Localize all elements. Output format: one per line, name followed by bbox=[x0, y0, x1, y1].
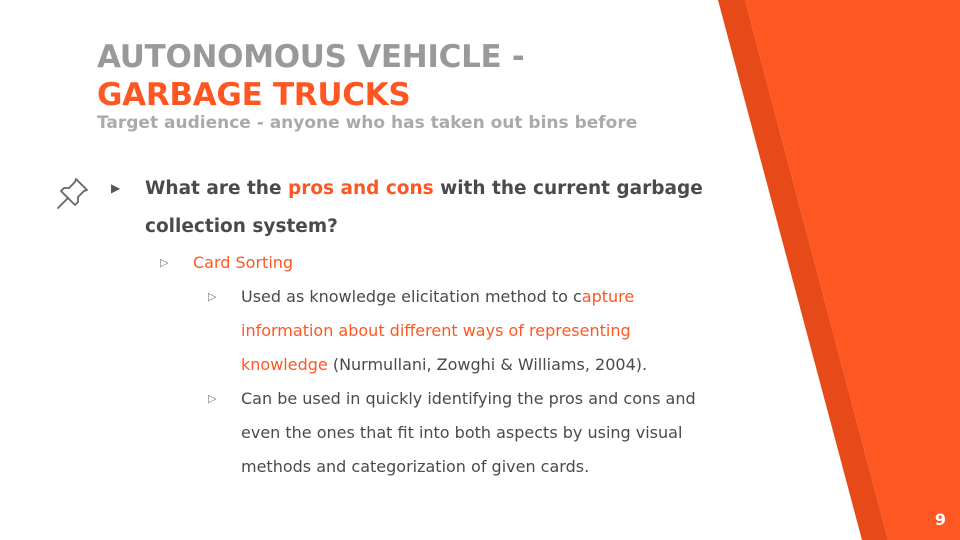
point-1-post: (Nurmullani, Zowghi & Williams, 2004). bbox=[327, 355, 648, 374]
level3-bullet-icon: ▷ bbox=[208, 290, 217, 303]
title-line-2: GARBAGE TRUCKS bbox=[97, 77, 411, 113]
level2-bullet-icon: ▷ bbox=[160, 256, 169, 269]
pushpin-icon bbox=[57, 178, 88, 209]
point-1-pre: Used as knowledge elicitation method to … bbox=[241, 287, 582, 306]
accent-stripe-dark bbox=[718, 0, 888, 540]
main-question: What are the pros and cons with the curr… bbox=[145, 170, 715, 246]
sub-heading: Card Sorting bbox=[193, 253, 294, 272]
title-line-1: AUTONOMOUS VEHICLE - bbox=[97, 39, 525, 75]
page-number: 9 bbox=[934, 510, 946, 529]
main-question-pre: What are the bbox=[145, 178, 288, 199]
point-1: Used as knowledge elicitation method to … bbox=[241, 280, 681, 382]
accent-panel bbox=[745, 0, 960, 540]
point-1-highlight: apture information about different ways … bbox=[241, 287, 635, 374]
level3-bullet-icon: ▷ bbox=[208, 392, 217, 405]
main-question-highlight: pros and cons bbox=[287, 178, 434, 199]
main-question-post: with the current garbage collection syst… bbox=[145, 178, 703, 237]
title-block: AUTONOMOUS VEHICLE - GARBAGE TRUCKS Targ… bbox=[97, 38, 637, 133]
subtitle: Target audience - anyone who has taken o… bbox=[97, 113, 638, 133]
point-2: Can be used in quickly identifying the p… bbox=[241, 389, 696, 476]
level1-bullet-icon: ▶ bbox=[111, 181, 121, 195]
